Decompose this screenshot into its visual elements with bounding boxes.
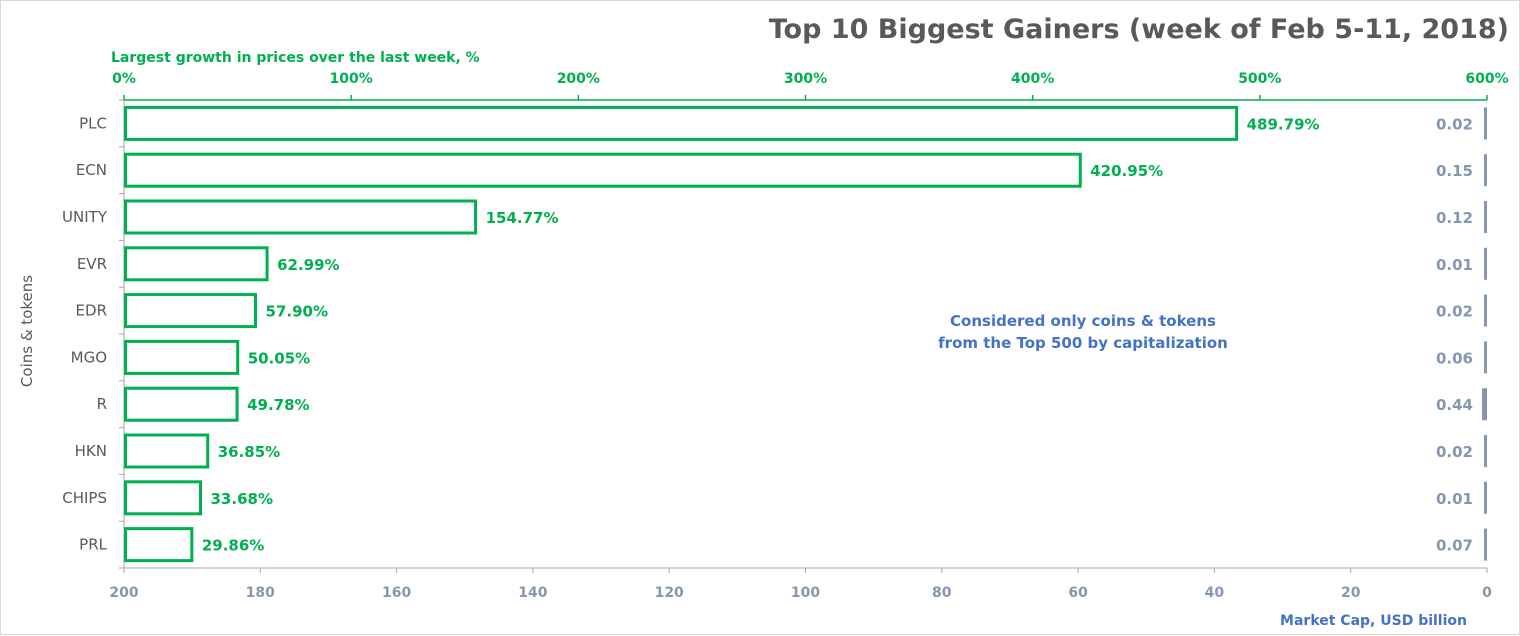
chart-title: Top 10 Biggest Gainers (week of Feb 5-11… — [769, 14, 1509, 45]
market-cap-value-label: 0.15 — [1436, 162, 1473, 180]
axes-group: 0% 100% 200% 300% 400% 500% 600%200 180 160 140 12… — [109, 71, 1508, 601]
growth-bar — [124, 339, 240, 375]
category-label: UNITY — [62, 208, 108, 226]
growth-value-label: 29.86% — [202, 537, 264, 555]
growth-bar — [124, 386, 239, 422]
top-axis-tick-label: 100% — [330, 71, 373, 87]
market-cap-bar — [1484, 481, 1487, 514]
growth-bar — [124, 527, 194, 563]
growth-bar — [124, 105, 1239, 141]
market-cap-value-label: 0.44 — [1436, 396, 1473, 414]
growth-bar — [124, 480, 203, 516]
growth-bar — [124, 199, 478, 235]
growth-value-label: 49.78% — [247, 396, 309, 414]
bottom-axis-tick-label: 100 — [791, 585, 820, 601]
bottom-axis-tick-label: 120 — [655, 585, 684, 601]
bottom-axis-tick-label: 200 — [109, 585, 138, 601]
category-label: HKN — [75, 442, 107, 460]
growth-value-label: 62.99% — [277, 256, 339, 274]
category-label: EDR — [76, 302, 107, 320]
bottom-axis-tick-label: 20 — [1341, 585, 1361, 601]
category-label: CHIPS — [62, 489, 107, 507]
market-cap-bar — [1484, 294, 1487, 327]
market-cap-value-label: 0.02 — [1436, 443, 1473, 461]
top-axis-tick-label: 600% — [1465, 71, 1508, 87]
market-cap-bar — [1483, 154, 1487, 187]
market-cap-value-label: 0.12 — [1436, 209, 1473, 227]
bottom-axis-tick-label: 160 — [382, 585, 411, 601]
market-cap-bar — [1484, 341, 1487, 374]
market-cap-value-label: 0.02 — [1436, 115, 1473, 133]
top-axis-tick-label: 400% — [1011, 71, 1054, 87]
growth-value-label: 489.79% — [1247, 115, 1320, 133]
growth-bar — [124, 293, 258, 329]
growth-value-label: 50.05% — [248, 349, 310, 367]
market-cap-value-label: 0.02 — [1436, 303, 1473, 321]
growth-value-label: 33.68% — [211, 490, 273, 508]
growth-value-label: 36.85% — [218, 443, 280, 461]
market-cap-value-label: 0.01 — [1436, 490, 1473, 508]
bottom-axis-tick-label: 40 — [1205, 585, 1225, 601]
market-cap-value-label: 0.01 — [1436, 256, 1473, 274]
market-cap-bar — [1484, 107, 1487, 140]
y-axis-label: Coins & tokens — [18, 275, 36, 387]
top-axis-tick-label: 0% — [112, 71, 136, 87]
bottom-axis-label: Market Cap, USD billion — [1280, 613, 1467, 629]
market-cap-bar — [1484, 435, 1487, 467]
category-label: ECN — [76, 161, 107, 179]
bottom-axis-tick-label: 60 — [1068, 585, 1088, 601]
annotation-line-1: Considered only coins & tokens — [950, 312, 1216, 330]
bottom-axis-tick-label: 140 — [518, 585, 547, 601]
labels-group: PLC 489.79% 0.02 ECN 420.95% 0.15 UNITY 154.77%… — [62, 114, 1473, 554]
top-axis-tick-label: 500% — [1238, 71, 1281, 87]
growth-bar — [124, 246, 269, 282]
category-label: EVR — [77, 255, 107, 273]
category-label: R — [97, 395, 107, 413]
growth-value-label: 420.95% — [1090, 162, 1163, 180]
market-cap-bar — [1482, 388, 1487, 421]
bottom-axis-tick-label: 80 — [932, 585, 952, 601]
top-axis-tick-label: 200% — [557, 71, 600, 87]
bars-group — [124, 105, 1487, 563]
growth-value-label: 57.90% — [266, 303, 328, 321]
bottom-axis-tick-label: 180 — [246, 585, 275, 601]
top-axis-tick-label: 300% — [784, 71, 827, 87]
bottom-axis-tick-label: 0 — [1482, 585, 1492, 601]
category-label: PRL — [79, 536, 107, 554]
annotation-line-2: from the Top 500 by capitalization — [938, 334, 1228, 352]
market-cap-bar — [1484, 201, 1487, 233]
top-axis-label: Largest growth in prices over the last w… — [111, 50, 480, 66]
market-cap-bar — [1484, 247, 1487, 280]
growth-bar — [124, 152, 1082, 188]
growth-value-label: 154.77% — [486, 209, 559, 227]
market-cap-value-label: 0.06 — [1436, 349, 1473, 367]
market-cap-value-label: 0.07 — [1436, 537, 1473, 555]
category-label: PLC — [79, 114, 107, 132]
growth-bar — [124, 433, 210, 469]
market-cap-bar — [1484, 528, 1487, 561]
category-label: MGO — [71, 348, 107, 366]
